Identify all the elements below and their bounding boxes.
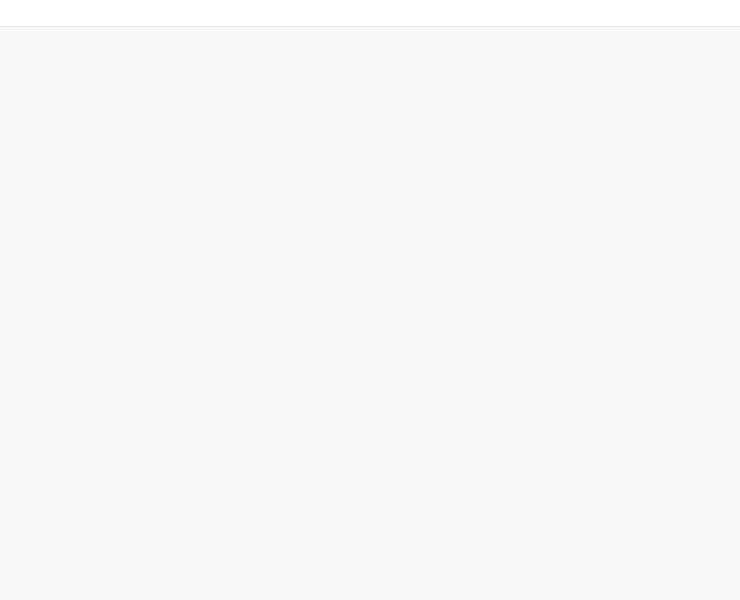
- precipitation-chart: [0, 398, 740, 600]
- temperature-chart: [0, 212, 740, 396]
- topbar: [0, 0, 740, 27]
